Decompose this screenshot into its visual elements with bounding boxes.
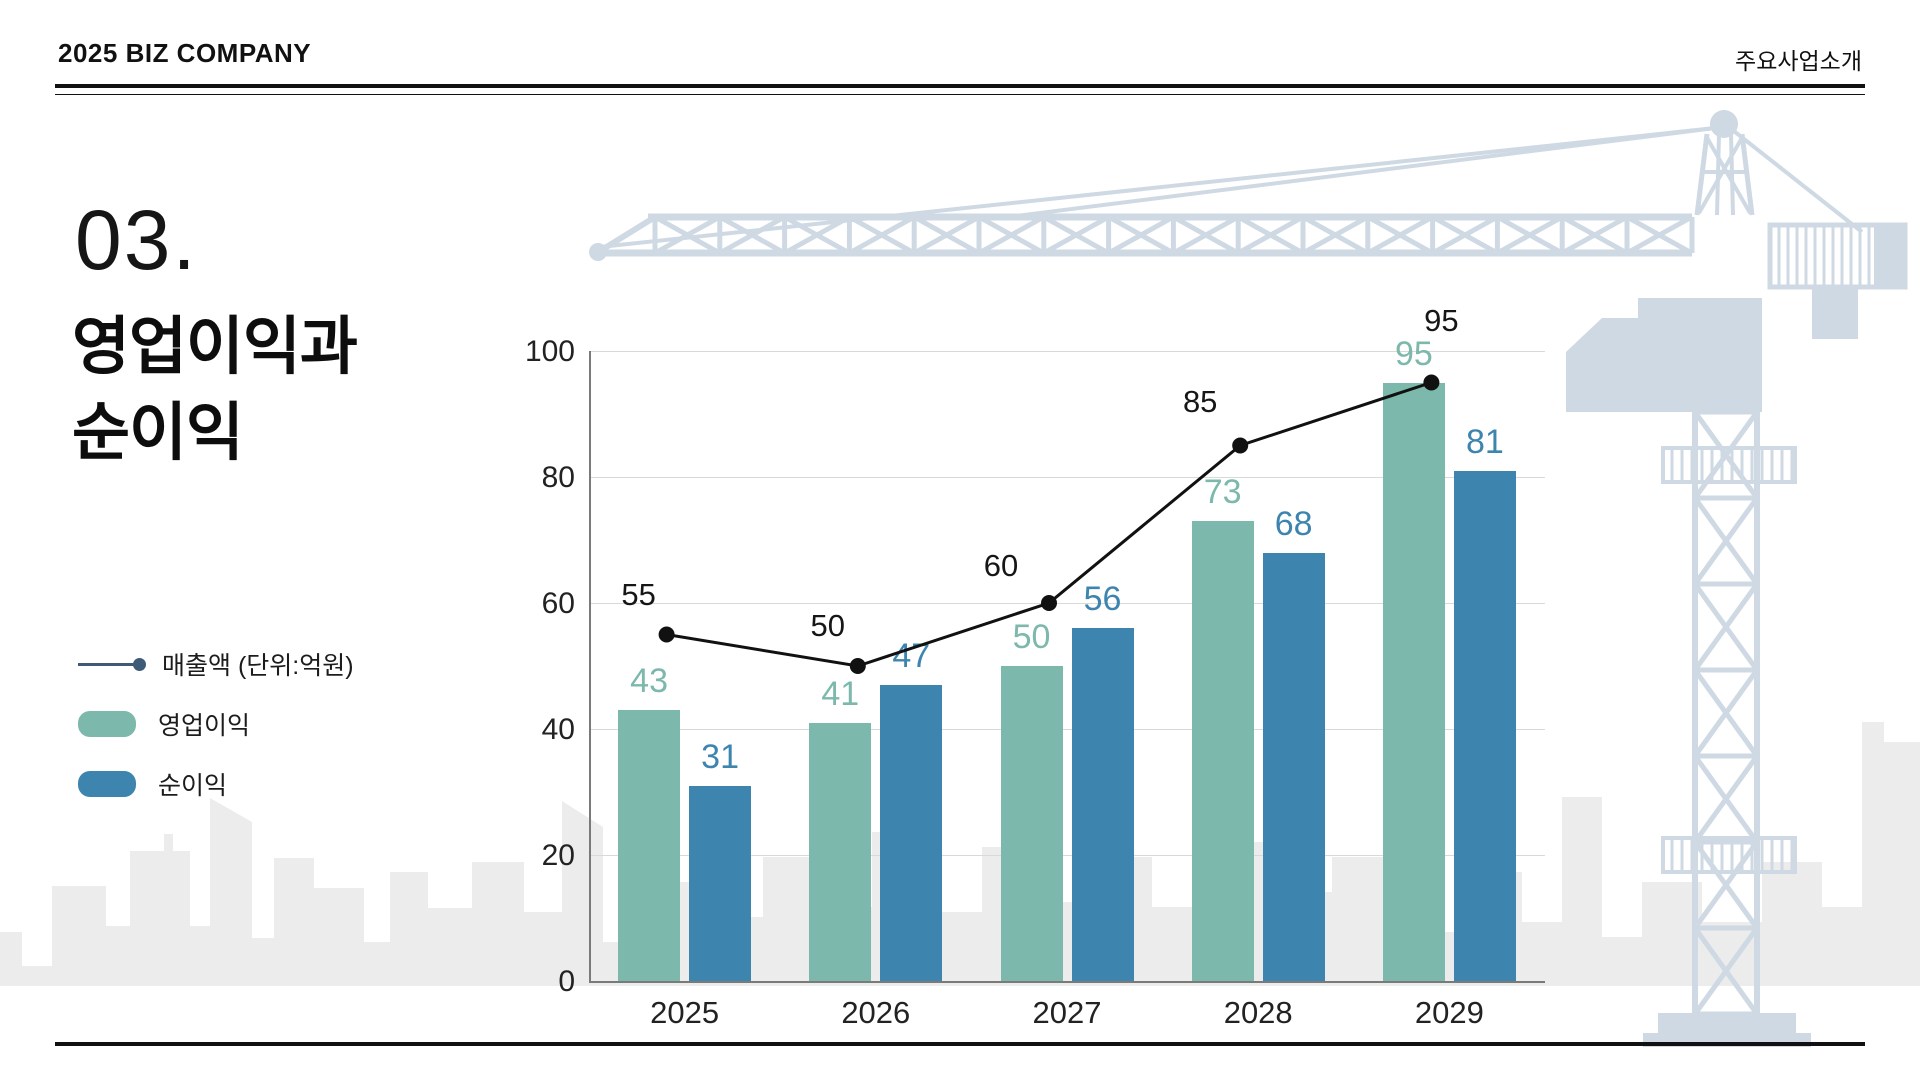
line-point-label: 85 [1182, 383, 1218, 419]
slide-number: 03. [75, 193, 198, 287]
bar-순이익-2025 [689, 785, 752, 981]
line-point-label: 55 [621, 576, 656, 612]
line-point-label: 95 [1424, 302, 1459, 338]
legend-label: 순이익 [158, 772, 228, 800]
y-tick-label: 60 [541, 587, 575, 620]
y-gridline [589, 855, 1545, 856]
bar-영업이익-2026 [809, 722, 872, 981]
bar-영업이익-2027 [1000, 666, 1063, 981]
x-tick-label: 2028 [1223, 995, 1293, 1030]
y-gridline [589, 729, 1545, 730]
x-tick-label: 2026 [841, 995, 911, 1030]
y-tick-label: 80 [541, 461, 575, 494]
bar-value-label: 56 [1083, 580, 1122, 619]
footer-rule [55, 1042, 1865, 1046]
bar-value-label: 31 [701, 737, 739, 776]
legend-item-operating-profit: 영업이익 [78, 706, 354, 742]
legend-item-revenue: 매출액 (단위:억원) [78, 646, 354, 682]
line-point [1232, 437, 1249, 454]
bar-순이익-2026 [880, 684, 943, 981]
bar-value-label: 43 [630, 662, 668, 701]
company-name: 2025 BIZ COMPANY [58, 38, 312, 68]
bar-value-label: 81 [1465, 422, 1504, 461]
bar-영업이익-2025 [618, 710, 681, 981]
y-gridline [589, 603, 1545, 604]
bar-value-label: 41 [821, 674, 860, 713]
x-tick-label: 2029 [1414, 995, 1484, 1030]
header-rule-thin [55, 94, 1865, 95]
header-rule-thick [55, 84, 1865, 88]
x-tick-label: 2027 [1032, 995, 1102, 1030]
page-title-line1: 영업이익과 [72, 312, 358, 382]
x-axis-line [589, 981, 1545, 983]
bar-순이익-2027 [1071, 628, 1134, 981]
line-point-label: 60 [983, 548, 1019, 583]
legend: 매출액 (단위:억원) 영업이익 순이익 [78, 646, 354, 802]
bar-value-label: 50 [1012, 618, 1051, 656]
y-tick-label: 20 [541, 839, 575, 872]
line-point [1041, 595, 1057, 611]
y-tick-label: 0 [558, 965, 575, 998]
y-tick-label: 40 [541, 713, 575, 746]
y-tick-label: 100 [524, 335, 575, 368]
line-point [658, 626, 675, 643]
legend-item-net-profit: 순이익 [78, 766, 354, 802]
x-tick-label: 2025 [650, 995, 720, 1030]
page-title-line2: 순이익 [72, 398, 244, 468]
line-point [849, 658, 866, 674]
green-swatch-icon [78, 711, 136, 737]
line-point [1423, 374, 1440, 391]
bar-순이익-2029 [1453, 470, 1516, 981]
y-axis-line [589, 351, 591, 981]
section-title: 주요사업소개 [1735, 48, 1862, 74]
legend-label: 매출액 (단위:억원) [162, 652, 354, 680]
y-gridline [589, 351, 1545, 352]
bar-순이익-2028 [1262, 552, 1325, 981]
line-marker-icon [78, 657, 146, 671]
blue-swatch-icon [78, 771, 136, 797]
bar-value-label: 95 [1394, 334, 1433, 373]
bar-value-label: 68 [1274, 504, 1313, 543]
bar-영업이익-2028 [1191, 521, 1254, 981]
bar-영업이익-2029 [1382, 382, 1445, 981]
bar-value-label: 73 [1203, 473, 1242, 512]
y-gridline [589, 477, 1545, 478]
line-point-label: 50 [810, 608, 846, 643]
legend-label: 영업이익 [158, 712, 251, 740]
